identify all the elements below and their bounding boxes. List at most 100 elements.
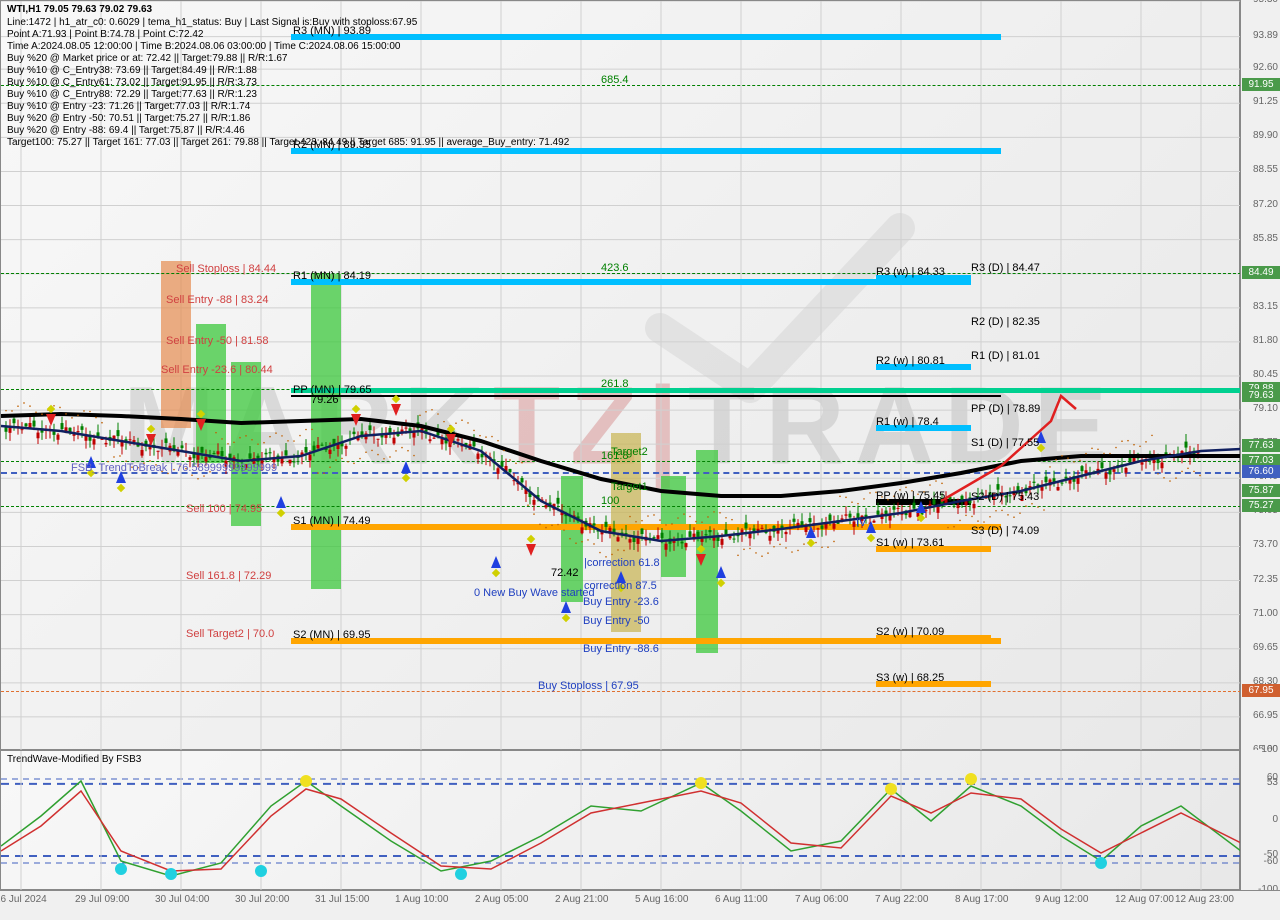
price-tick: 88.55 — [1253, 164, 1278, 175]
price-tick: 69.65 — [1253, 642, 1278, 653]
indicator-tick: -60 — [1264, 856, 1278, 867]
chart-label: R2 (w) | 80.81 — [876, 355, 945, 367]
info-line: Line:1472 | h1_atr_c0: 0.6029 | tema_h1_… — [7, 17, 417, 28]
time-label: 30 Jul 20:00 — [235, 894, 290, 905]
price-tick: 85.85 — [1253, 233, 1278, 244]
time-label: 29 Jul 09:00 — [75, 894, 130, 905]
indicator-tick: 0 — [1272, 814, 1278, 825]
time-label: 1 Aug 10:00 — [395, 894, 448, 905]
indicator-panel[interactable]: TrendWave-Modified By FSB3 — [0, 750, 1240, 890]
chart-title: WTI,H1 79.05 79.63 79.02 79.63 — [7, 4, 152, 15]
price-axis[interactable]: 95.3093.8992.6091.2589.9088.5587.2085.85… — [1240, 0, 1280, 750]
price-tick: 81.80 — [1253, 335, 1278, 346]
time-label: 30 Jul 04:00 — [155, 894, 210, 905]
chart-label: S3 (w) | 68.25 — [876, 672, 944, 684]
price-tag: 75.87 — [1242, 484, 1280, 497]
time-label: 7 Aug 22:00 — [875, 894, 928, 905]
price-tick: 93.89 — [1253, 30, 1278, 41]
time-label: 12 Aug 07:00 — [1115, 894, 1174, 905]
chart-label: 79.26 — [311, 394, 339, 406]
price-tag: 84.49 — [1242, 266, 1280, 279]
chart-label: S1 (D) | 77.55 — [971, 437, 1039, 449]
chart-label: Sell 161.8 | 72.29 — [186, 570, 271, 582]
chart-label: S1 (MN) | 74.49 — [293, 515, 370, 527]
time-label: 31 Jul 15:00 — [315, 894, 370, 905]
chart-label: Sell Stoploss | 84.44 — [176, 263, 276, 275]
chart-label: Sell 100 | 74.95 — [186, 503, 262, 515]
info-line: Buy %20 @ Entry -50: 70.51 || Target:75.… — [7, 113, 250, 124]
chart-label: Buy Entry -88.6 — [583, 643, 659, 655]
chart-label: R2 (D) | 82.35 — [971, 316, 1040, 328]
time-label: 6 Aug 11:00 — [715, 894, 768, 905]
chart-label: correction 87.5 — [584, 580, 657, 592]
indicator-axis: 10060530-50-60-100 — [1240, 750, 1280, 890]
chart-label: R1 (w) | 78.4 — [876, 416, 939, 428]
time-label: 5 Aug 16:00 — [635, 894, 688, 905]
info-line: Buy %10 @ C_Entry61: 73.02 || Target:91.… — [7, 77, 257, 88]
time-label: 8 Aug 17:00 — [955, 894, 1008, 905]
chart-label: S3 (D) | 74.09 — [971, 525, 1039, 537]
price-tick: 80.45 — [1253, 369, 1278, 380]
chart-label: Sell Entry -88 | 83.24 — [166, 294, 269, 306]
info-line: Buy %10 @ C_Entry88: 72.29 || Target:77.… — [7, 89, 257, 100]
price-tick: 79.10 — [1253, 403, 1278, 414]
chart-label: 0 New Buy Wave started — [474, 587, 595, 599]
time-label: 12 Aug 23:00 — [1175, 894, 1234, 905]
info-line: Time A:2024.08.05 12:00:00 | Time B:2024… — [7, 41, 400, 52]
price-tick: 89.90 — [1253, 130, 1278, 141]
price-tag: 79.63 — [1242, 389, 1280, 402]
chart-label: R1 (D) | 81.01 — [971, 350, 1040, 362]
chart-label: R3 (w) | 84.33 — [876, 266, 945, 278]
chart-label: Target1 — [611, 481, 648, 493]
chart-label: Buy Entry -50 — [583, 615, 650, 627]
time-label: 9 Aug 12:00 — [1035, 894, 1088, 905]
price-tick: 91.25 — [1253, 96, 1278, 107]
price-tick: 72.35 — [1253, 574, 1278, 585]
chart-label: Target2 — [611, 446, 648, 458]
price-tick: 66.95 — [1253, 710, 1278, 721]
price-tick: 73.70 — [1253, 539, 1278, 550]
chart-label: S2 (w) | 70.09 — [876, 626, 944, 638]
chart-label: IV — [856, 517, 866, 529]
price-tick: 92.60 — [1253, 62, 1278, 73]
indicator-tick: 100 — [1261, 744, 1278, 755]
indicator-series — [1, 751, 1241, 891]
chart-label: 423.6 — [601, 262, 629, 274]
chart-label: Sell Entry -50 | 81.58 — [166, 335, 269, 347]
price-tick: 71.00 — [1253, 608, 1278, 619]
price-tag: 75.27 — [1242, 499, 1280, 512]
chart-label: Buy Entry -23.6 — [583, 596, 659, 608]
time-label: 2 Aug 21:00 — [555, 894, 608, 905]
price-tick: 83.15 — [1253, 301, 1278, 312]
chart-label: |correction 61.8 — [584, 557, 660, 569]
chart-label: PP (w) | 75.45 — [876, 490, 945, 502]
price-tag: 67.95 — [1242, 684, 1280, 697]
chart-label: Buy Stoploss | 67.95 — [538, 680, 639, 692]
chart-label: S1 (w) | 73.61 — [876, 537, 944, 549]
chart-label: FSB_TrendToBreak | 76.58999999999999 — [71, 462, 277, 474]
price-tag: 77.63 — [1242, 439, 1280, 452]
info-line: Buy %10 @ Entry -23: 71.26 || Target:77.… — [7, 101, 250, 112]
chart-label: 72.42 — [551, 567, 579, 579]
info-line: Target100: 75.27 || Target 161: 77.03 ||… — [7, 137, 569, 148]
chart-label: R1 (MN) | 84.19 — [293, 270, 371, 282]
info-line: Buy %20 @ Entry -88: 69.4 || Target:75.8… — [7, 125, 245, 136]
price-tag: 76.60 — [1242, 465, 1280, 478]
time-label: 7 Aug 06:00 — [795, 894, 848, 905]
price-tick: 95.30 — [1253, 0, 1278, 5]
info-line: Buy %10 @ C_Entry38: 73.69 || Target:84.… — [7, 65, 257, 76]
time-label: 26 Jul 2024 — [0, 894, 47, 905]
main-chart[interactable]: MARKTZ|TRADE R3 (MN) | 93.89R2 (MN) | 89… — [0, 0, 1240, 750]
indicator-tick: 53 — [1267, 777, 1278, 788]
chart-label: 685.4 — [601, 74, 629, 86]
chart-label: Sell Target2 | 70.0 — [186, 628, 274, 640]
chart-label: S2 (D) | 75.43 — [971, 491, 1039, 503]
time-axis[interactable]: 26 Jul 2024 29 Jul 09:00 30 Jul 04:00 30 Ju… — [0, 890, 1280, 920]
info-line: Point A:71.93 | Point B:74.78 | Point C:… — [7, 29, 203, 40]
chart-label: 261.8 — [601, 378, 629, 390]
chart-label: 100 — [601, 495, 619, 507]
price-tag: 91.95 — [1242, 78, 1280, 91]
time-label: 2 Aug 05:00 — [475, 894, 528, 905]
chart-label: S2 (MN) | 69.95 — [293, 629, 370, 641]
chart-label: R3 (D) | 84.47 — [971, 262, 1040, 274]
